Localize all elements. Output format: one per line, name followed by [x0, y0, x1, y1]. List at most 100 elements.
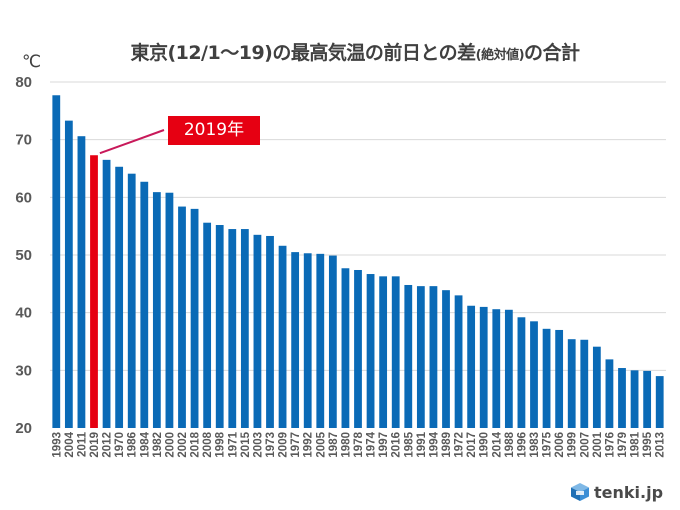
- bar-1983: [530, 321, 538, 428]
- x-tick-label: 1982: [152, 432, 164, 458]
- annotation-leader-line: [99, 129, 165, 155]
- bar-2017: [467, 305, 476, 428]
- x-tick-label: 1984: [139, 431, 151, 457]
- bar-1981: [630, 370, 639, 428]
- bar-1993: [52, 95, 61, 428]
- x-tick-label: 1986: [127, 432, 139, 458]
- x-tick-label: 1977: [290, 432, 302, 458]
- bar-1995: [643, 370, 652, 428]
- bar-1971: [228, 229, 237, 428]
- x-tick-label: 2001: [592, 431, 604, 457]
- x-tick-label: 1994: [428, 431, 440, 457]
- bar-1999: [567, 339, 576, 428]
- x-tick-label: 1980: [340, 432, 352, 458]
- x-tick-label: 1992: [303, 432, 315, 458]
- bar-1991: [416, 286, 425, 428]
- x-tick-label: 1990: [479, 432, 491, 458]
- bar-1980: [341, 268, 350, 428]
- bar-1975: [542, 328, 551, 428]
- bar-2016: [391, 276, 400, 428]
- x-tick-label: 1996: [516, 432, 528, 458]
- bar-1985: [404, 284, 413, 428]
- x-tick-label: 1973: [265, 432, 277, 458]
- x-tick-label: 1997: [378, 432, 390, 458]
- bar-highlight-2019: [90, 155, 98, 428]
- x-tick-label: 2015: [240, 431, 252, 457]
- bar-2007: [580, 339, 589, 428]
- x-tick-label: 2013: [655, 432, 667, 458]
- x-tick-label: 1971: [227, 431, 239, 457]
- bar-2003: [253, 234, 262, 428]
- x-tick-label: 2014: [491, 431, 503, 457]
- bars: [52, 95, 664, 429]
- x-tick-label: 1988: [504, 431, 516, 457]
- gridlines: [50, 81, 666, 371]
- x-tick-label: 1981: [630, 431, 642, 457]
- x-tick-label: 1999: [567, 432, 579, 458]
- tenki-logo[interactable]: tenki.jp: [570, 480, 663, 504]
- cube-icon: [571, 483, 589, 501]
- x-tick-label: 1979: [617, 432, 629, 458]
- x-tick-label: 2018: [190, 431, 202, 457]
- x-tick-label: 2011: [76, 431, 88, 457]
- title-small: (絶対値): [475, 48, 525, 63]
- x-tick-label: 1978: [353, 431, 365, 457]
- x-tick-label: 1972: [454, 432, 466, 458]
- x-tick-label: 2019: [89, 432, 101, 458]
- x-tick-label: 1993: [51, 432, 63, 458]
- title-main: 東京(12/1〜19)の最高気温の前日との差: [130, 42, 476, 64]
- x-tick-label: 1985: [403, 431, 415, 457]
- x-tick-label: 2002: [177, 432, 189, 458]
- bar-1989: [442, 290, 450, 428]
- y-tick-label: 50: [15, 247, 32, 264]
- x-tick-label: 2008: [202, 431, 214, 457]
- x-tick-label: 2006: [554, 432, 566, 458]
- bar-2015: [240, 229, 249, 428]
- y-tick-label: 80: [15, 74, 32, 91]
- x-tick-label: 1987: [328, 432, 340, 458]
- x-tick-label: 1975: [542, 431, 554, 457]
- logo-text: tenki.jp: [594, 482, 664, 502]
- bar-1973: [266, 235, 274, 428]
- x-tick-label: 1995: [642, 431, 654, 457]
- x-tick-label: 2003: [252, 432, 264, 458]
- bar-2005: [316, 253, 325, 428]
- bar-1974: [366, 274, 375, 428]
- x-tick-label: 1998: [215, 431, 227, 457]
- bar-1992: [303, 253, 312, 428]
- x-tick-label: 2012: [102, 432, 114, 458]
- y-tick-label: 30: [15, 362, 32, 379]
- bar-1987: [328, 255, 337, 428]
- x-tick-label: 2017: [466, 432, 478, 458]
- bar-2001: [592, 346, 601, 428]
- bar-1997: [379, 276, 388, 428]
- x-tick-label: 1983: [529, 432, 541, 458]
- bar-1982: [152, 192, 161, 428]
- bar-1977: [291, 252, 300, 428]
- bar-2014: [492, 309, 501, 428]
- y-tick-label: 60: [15, 189, 32, 206]
- bar-2011: [77, 136, 86, 428]
- chart-title: 東京(12/1〜19)の最高気温の前日との差(絶対値)の合計: [0, 38, 680, 65]
- bar-1994: [429, 286, 438, 428]
- bar-1986: [127, 173, 136, 428]
- bar-2013: [655, 376, 664, 428]
- x-tick-label: 1976: [604, 432, 616, 458]
- x-tick-label: 2007: [579, 432, 591, 458]
- y-axis-unit: ℃: [22, 52, 42, 72]
- bar-2004: [64, 120, 73, 429]
- bar-1972: [454, 295, 463, 428]
- annotation-callout: 2019年: [168, 116, 260, 145]
- y-tick-label: 70: [15, 132, 32, 149]
- y-axis-ticks: 20 30 40 50 60 70 80: [15, 74, 32, 437]
- bar-1996: [517, 317, 526, 428]
- bar-2009: [278, 245, 287, 428]
- x-tick-label: 1989: [441, 432, 453, 458]
- x-tick-label: 2009: [278, 432, 290, 458]
- bar-1988: [504, 309, 513, 428]
- bar-2006: [555, 329, 564, 428]
- bar-1970: [115, 166, 124, 428]
- bar-1990: [479, 306, 488, 428]
- bar-1979: [618, 368, 626, 428]
- bar-2018: [190, 208, 199, 428]
